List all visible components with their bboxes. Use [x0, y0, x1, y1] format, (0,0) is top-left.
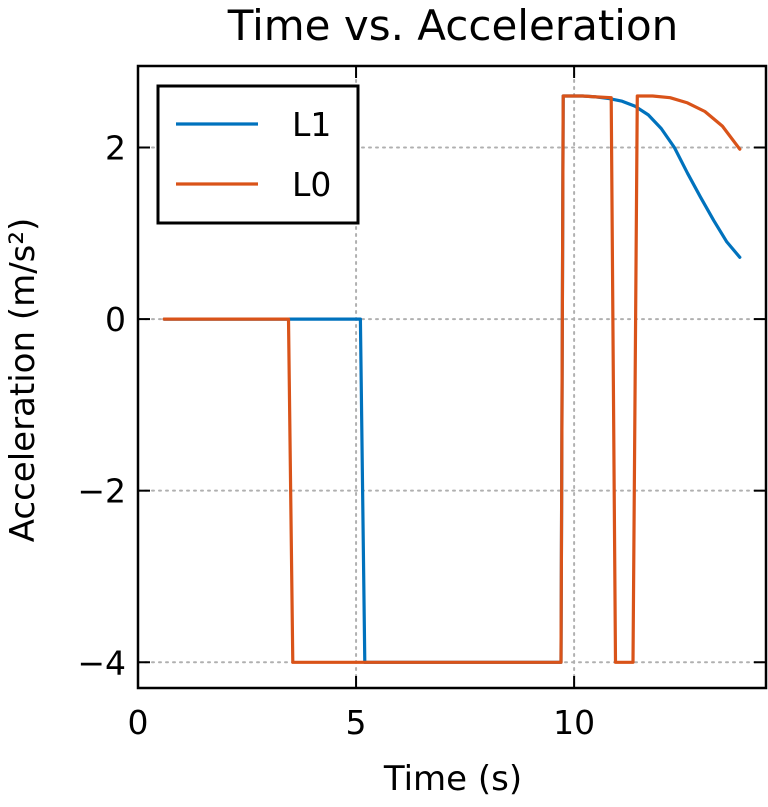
series-line-l0 — [162, 94, 742, 664]
y-tick-label: 2 — [105, 129, 126, 168]
y-tick-label: −2 — [77, 472, 126, 511]
legend: L1 L0 — [156, 84, 360, 225]
legend-label-l0: L0 — [292, 165, 331, 204]
plot-frame — [136, 64, 768, 690]
axis-ticks: 0 5 10 2 0 −2 −4 — [77, 66, 766, 742]
x-tick-label: 5 — [346, 703, 367, 742]
x-axis-label: Time (s) — [383, 759, 522, 799]
series-lines — [162, 94, 742, 664]
chart-title: Time vs. Acceleration — [227, 1, 679, 50]
x-tick-label: 10 — [553, 703, 595, 742]
x-tick-label: 0 — [128, 703, 149, 742]
y-tick-label: 0 — [105, 300, 126, 339]
y-axis-label: Acceleration (m/s²) — [3, 218, 43, 543]
y-tick-label: −4 — [77, 643, 126, 682]
legend-label-l1: L1 — [292, 105, 331, 144]
legend-box — [156, 84, 360, 225]
